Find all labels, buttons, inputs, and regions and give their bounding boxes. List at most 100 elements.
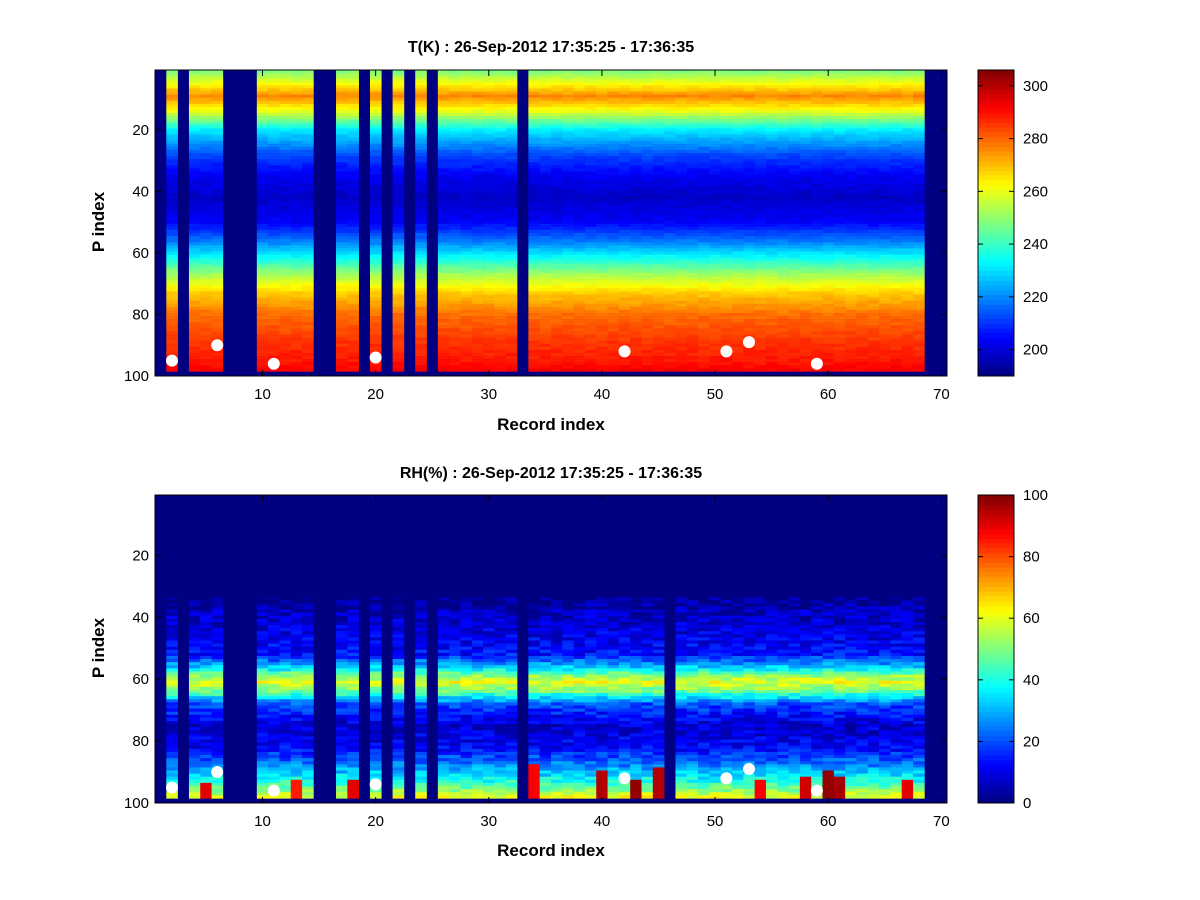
heatmap-cell [596, 186, 608, 191]
heatmap-cell [302, 309, 314, 314]
heatmap-cell [732, 291, 744, 295]
heatmap-cell [505, 177, 518, 182]
heatmap-cell [607, 223, 620, 228]
heatmap-cell [607, 331, 620, 335]
heatmap-cell [732, 171, 744, 175]
heatmap-cell [211, 208, 224, 212]
heatmap-cell [369, 199, 382, 203]
heatmap-cell [302, 109, 314, 114]
heatmap-cell [449, 149, 461, 154]
heatmap-cell [777, 334, 789, 338]
heatmap-cell [811, 279, 823, 283]
heatmap-cell [483, 365, 495, 369]
heatmap-cell [449, 165, 461, 169]
heatmap-cell [290, 177, 303, 182]
heatmap-cell [788, 208, 801, 212]
heatmap-cell [551, 205, 563, 209]
heatmap-cell [630, 140, 642, 145]
heatmap-cell [630, 266, 642, 271]
heatmap-cell [630, 276, 642, 280]
heatmap-cell [754, 282, 767, 286]
heatmap-cell [720, 146, 733, 151]
heatmap-cell [754, 205, 767, 209]
heatmap-cell [822, 346, 835, 351]
heatmap-cell [437, 122, 450, 126]
heatmap-cell [641, 146, 654, 151]
heatmap-cell [811, 122, 823, 126]
heatmap-cell [765, 343, 778, 348]
heatmap-cell [483, 349, 495, 354]
heatmap-cell [471, 300, 484, 305]
heatmap-cell [765, 352, 778, 357]
heatmap-cell [188, 368, 201, 372]
heatmap-cell [539, 269, 552, 274]
heatmap-cell [460, 116, 473, 120]
heatmap-cell [698, 257, 710, 261]
heatmap-cell [449, 349, 461, 354]
heatmap-cell [743, 272, 755, 277]
heatmap-cell [211, 131, 224, 135]
heatmap-cell [528, 223, 540, 228]
heatmap-cell [302, 254, 314, 258]
heatmap-cell [788, 106, 801, 111]
heatmap-cell [675, 242, 688, 246]
heatmap-cell [641, 202, 654, 206]
heatmap-cell [302, 119, 314, 123]
heatmap-cell [743, 316, 755, 320]
heatmap-cell [336, 242, 348, 246]
heatmap-cell [449, 257, 461, 261]
heatmap-cell [584, 125, 597, 129]
heatmap-cell [347, 193, 359, 197]
heatmap-cell [268, 128, 280, 132]
heatmap-cell [290, 242, 303, 246]
heatmap-cell [709, 100, 722, 105]
heatmap-cell [539, 171, 552, 175]
heatmap-cell [505, 269, 518, 274]
heatmap-cell [460, 346, 473, 351]
heatmap-cell [596, 272, 608, 277]
heatmap-cell [833, 334, 846, 338]
heatmap-cell [211, 165, 224, 169]
heatmap-cell [833, 91, 846, 95]
heatmap-cell [166, 245, 178, 249]
heatmap-cell [584, 248, 597, 252]
heatmap-cell [641, 276, 654, 280]
heatmap-cell [720, 306, 733, 311]
heatmap-cell [788, 349, 801, 354]
heatmap-cell [415, 309, 427, 314]
heatmap-cell [415, 177, 427, 182]
heatmap-cell [415, 236, 427, 240]
heatmap-cell [392, 137, 405, 142]
heatmap-cell [596, 94, 608, 98]
heatmap-cell [618, 128, 631, 132]
heatmap-cell [686, 269, 699, 274]
heatmap-cell [765, 257, 778, 261]
heatmap-cell [788, 239, 801, 243]
heatmap-cell [664, 106, 676, 111]
heatmap-cell [686, 294, 699, 298]
heatmap-cell [528, 165, 540, 169]
heatmap-cell [709, 365, 722, 369]
heatmap-cell [471, 97, 484, 102]
heatmap-cell [505, 226, 518, 231]
heatmap-cell [573, 125, 586, 129]
heatmap-cell [765, 143, 778, 148]
heatmap-cell [720, 272, 733, 277]
heatmap-cell [562, 303, 574, 308]
heatmap-cell [618, 199, 631, 203]
heatmap-cell [483, 116, 495, 120]
heatmap-cell [686, 171, 699, 175]
heatmap-cell [279, 294, 292, 298]
heatmap-cell [732, 202, 744, 206]
heatmap-cell [392, 306, 405, 311]
heatmap-cell [732, 263, 744, 268]
heatmap-cell [268, 214, 280, 218]
heatmap-cell [732, 88, 744, 92]
heatmap-cell [562, 297, 574, 301]
heatmap-cell [822, 303, 835, 308]
heatmap-cell [211, 113, 224, 117]
heatmap-cell [811, 266, 823, 271]
heatmap-cell [437, 365, 450, 369]
heatmap-cell [505, 325, 518, 329]
heatmap-cell [539, 76, 552, 80]
